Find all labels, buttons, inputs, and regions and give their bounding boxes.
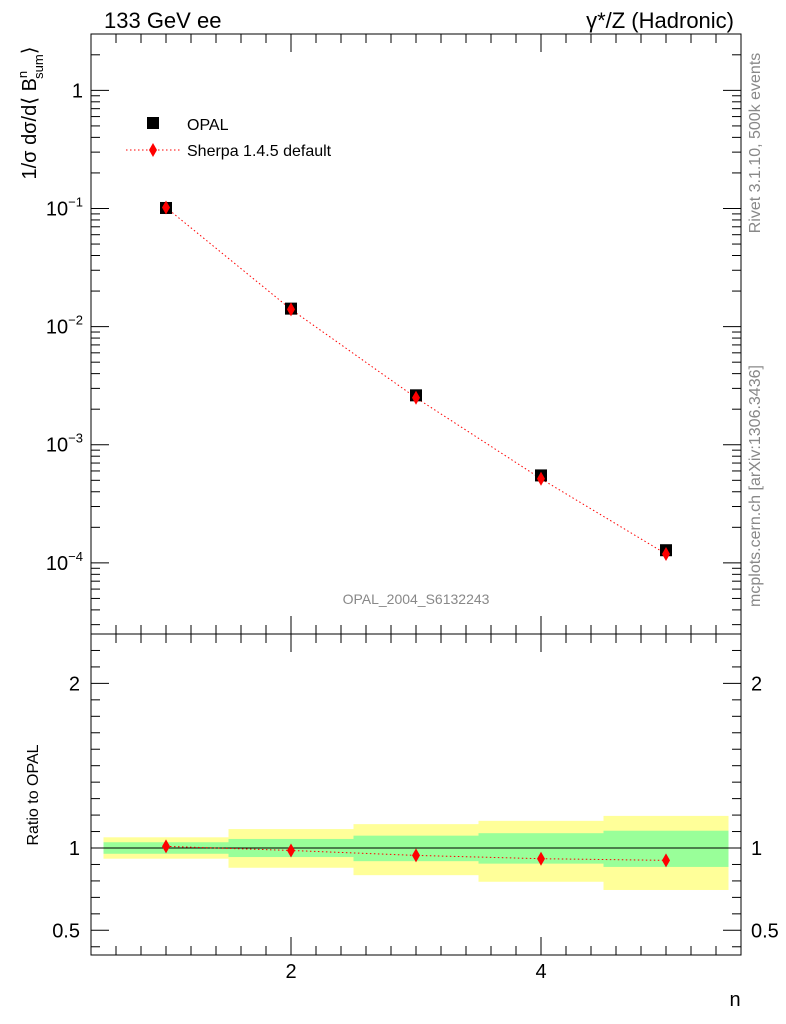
ratio-y-axis-label: Ratio to OPAL bbox=[25, 744, 42, 845]
rivet-label: Rivet 3.1.10, 500k events bbox=[747, 53, 764, 234]
tick-base: 1 bbox=[72, 80, 83, 102]
ratio-sherpa-point bbox=[537, 851, 545, 866]
main-y-tick-label: 10−3 bbox=[46, 431, 83, 457]
x-axis-label: n bbox=[729, 989, 740, 1011]
tick-exponent: −2 bbox=[68, 313, 83, 328]
sherpa-point bbox=[287, 302, 295, 317]
legend: OPAL Sherpa 1.4.5 default bbox=[126, 117, 332, 160]
tick-base: 10 bbox=[46, 553, 68, 575]
tick-exponent: −4 bbox=[68, 549, 83, 564]
tick-exponent: −3 bbox=[68, 431, 83, 446]
main-axis-ticks bbox=[91, 33, 741, 634]
analysis-watermark: OPAL_2004_S6132243 bbox=[343, 591, 490, 607]
ratio-axis-ticks bbox=[91, 634, 741, 955]
process-label: */Z (Hadronic) bbox=[597, 8, 734, 33]
main-y-tick-label: 10−2 bbox=[46, 313, 83, 339]
ratio-sherpa-line bbox=[165, 845, 667, 861]
x-tick-label: 2 bbox=[285, 961, 296, 983]
ylabel-sub: sum bbox=[31, 54, 46, 79]
sherpa-point bbox=[412, 390, 420, 405]
ratio-y-tick-label-right: 1 bbox=[751, 838, 762, 860]
tick-base: 10 bbox=[46, 317, 68, 339]
ratio-sherpa-point bbox=[412, 848, 420, 863]
x-tick-label: 4 bbox=[535, 961, 546, 983]
main-y-tick-label: 10−1 bbox=[46, 194, 83, 220]
ratio-y-tick-label-left: 1 bbox=[69, 838, 80, 860]
tick-exponent: −1 bbox=[68, 194, 83, 209]
main-y-tick-label: 10−4 bbox=[46, 549, 83, 575]
mcplots-label: mcplots.cern.ch [arXiv:1306.3436] bbox=[747, 365, 764, 607]
ratio-tick-labels: 0.5 0.5 1 1 2 2 2 4 bbox=[52, 673, 779, 983]
ratio-sherpa-point bbox=[662, 853, 670, 868]
legend-opal-label: OPAL bbox=[187, 117, 229, 134]
ratio-sherpa-point bbox=[162, 839, 170, 854]
tick-base: 10 bbox=[46, 435, 68, 457]
process-symbol: γ bbox=[586, 8, 597, 33]
ratio-y-tick-label-left: 2 bbox=[69, 673, 80, 695]
main-panel: 110−110−210−310−4 OPAL_2004_S6132243 OPA… bbox=[15, 33, 742, 635]
main-series bbox=[160, 200, 672, 561]
ratio-frame bbox=[90, 633, 742, 956]
plot-title-right: γ*/Z (Hadronic) bbox=[586, 8, 734, 33]
legend-opal-marker bbox=[147, 117, 159, 129]
ylabel-main-text: 1/σ dσ/d⟨ B bbox=[19, 78, 41, 179]
ratio-sherpa-point bbox=[287, 843, 295, 858]
sherpa-point bbox=[537, 471, 545, 486]
ratio-y-tick-label-right: 0.5 bbox=[751, 920, 779, 942]
plot-title-left: 133 GeV ee bbox=[104, 8, 221, 33]
legend-sherpa-label: Sherpa 1.4.5 default bbox=[187, 143, 332, 160]
main-y-tick-label: 1 bbox=[72, 80, 83, 102]
main-y-axis-label: 1/σ dσ/d⟨ Bnsum⟩ bbox=[15, 46, 46, 179]
sherpa-line bbox=[165, 207, 667, 555]
ylabel-close: ⟩ bbox=[19, 46, 41, 54]
main-y-tick-labels: 110−110−210−310−4 bbox=[46, 80, 83, 575]
ratio-panel: 0.5 0.5 1 1 2 2 2 4 Ratio to OPAL n bbox=[25, 633, 779, 1011]
legend-sherpa-marker bbox=[149, 143, 157, 157]
ratio-y-tick-label-right: 2 bbox=[751, 673, 762, 695]
tick-base: 10 bbox=[46, 198, 68, 220]
ylabel-sup: n bbox=[15, 71, 30, 78]
ratio-y-tick-label-left: 0.5 bbox=[52, 920, 80, 942]
ratio-series bbox=[162, 839, 670, 868]
sherpa-point bbox=[162, 200, 170, 215]
sherpa-point bbox=[662, 546, 670, 561]
